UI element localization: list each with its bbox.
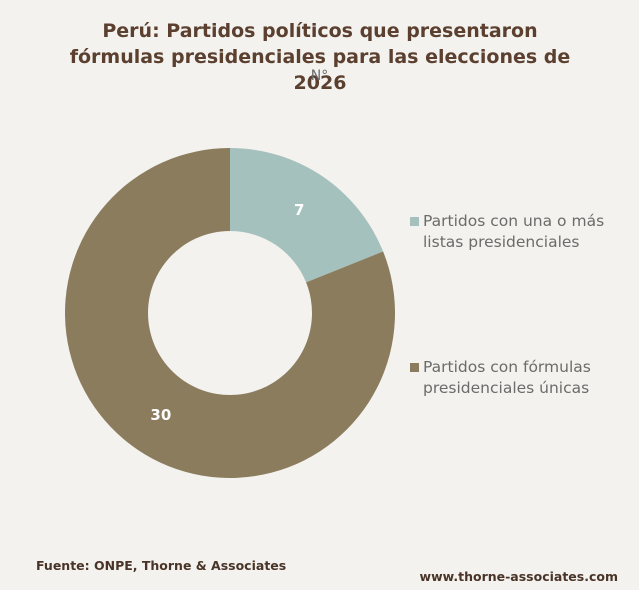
legend-swatch [410, 217, 419, 226]
legend-swatch [410, 363, 419, 372]
chart-title: Perú: Partidos políticos que presentaron… [69, 20, 571, 94]
legend-item: Partidos con una o más listas presidenci… [410, 211, 620, 253]
donut-slice [65, 148, 395, 478]
data-label: 7 [294, 201, 304, 219]
data-label: 30 [150, 406, 171, 424]
donut-slice [230, 148, 384, 283]
source: Fuente: ONPE, Thorne & Associates [36, 558, 287, 573]
legend-label: Partidos con fórmulas presidenciales úni… [423, 358, 591, 397]
legend-item: Partidos con fórmulas presidenciales úni… [410, 357, 620, 399]
website: www.thorne-associates.com [419, 569, 618, 584]
legend-label: Partidos con una o más listas presidenci… [423, 212, 605, 251]
chart-subtitle: N° [310, 68, 329, 84]
